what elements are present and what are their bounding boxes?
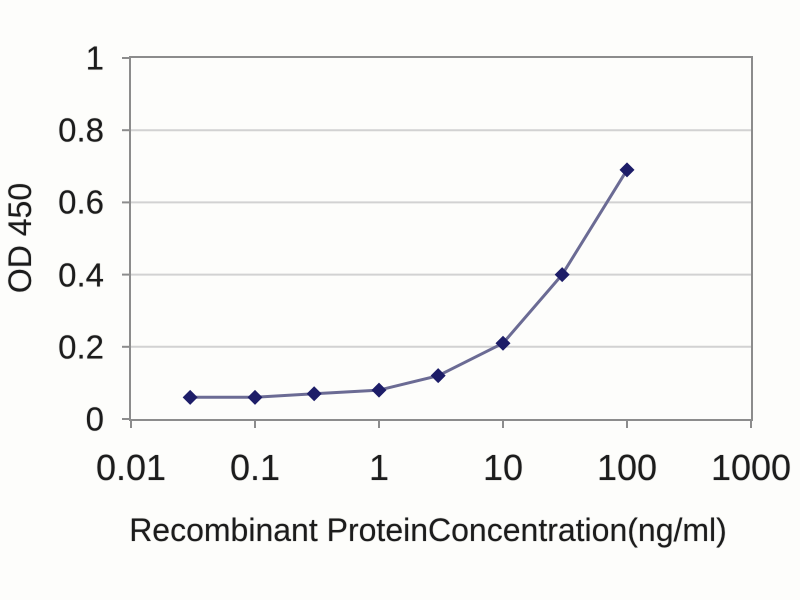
x-tick-label: 10 <box>482 447 524 488</box>
y-tick-label: 0.2 <box>58 328 104 366</box>
data-point-marker <box>430 368 446 384</box>
data-point-marker <box>306 386 322 402</box>
data-point-marker <box>182 389 198 405</box>
y-tick-label: 0.6 <box>58 183 104 221</box>
x-tick-label: 100 <box>596 447 658 488</box>
x-tick-label: 1 <box>368 447 390 488</box>
x-axis-title: Recombinant ProteinConcentration(ng/ml) <box>129 512 727 548</box>
data-point-marker <box>371 382 387 398</box>
x-tick-label: 0.01 <box>95 447 167 488</box>
plot-area <box>122 56 753 428</box>
data-point-marker <box>554 267 570 283</box>
data-point-marker <box>619 162 635 178</box>
series-line <box>190 169 629 399</box>
y-tick-label: 0 <box>85 400 104 438</box>
data-point-marker <box>247 389 263 405</box>
y-tick-label: 1 <box>85 39 104 77</box>
y-tick-label: 0.4 <box>58 256 104 294</box>
x-tick-label: 0.1 <box>229 447 281 488</box>
data-point-marker <box>495 335 511 351</box>
data-series-svg <box>122 57 752 428</box>
y-tick-label: 0.8 <box>58 111 104 149</box>
x-tick-label: 1000 <box>710 447 792 488</box>
